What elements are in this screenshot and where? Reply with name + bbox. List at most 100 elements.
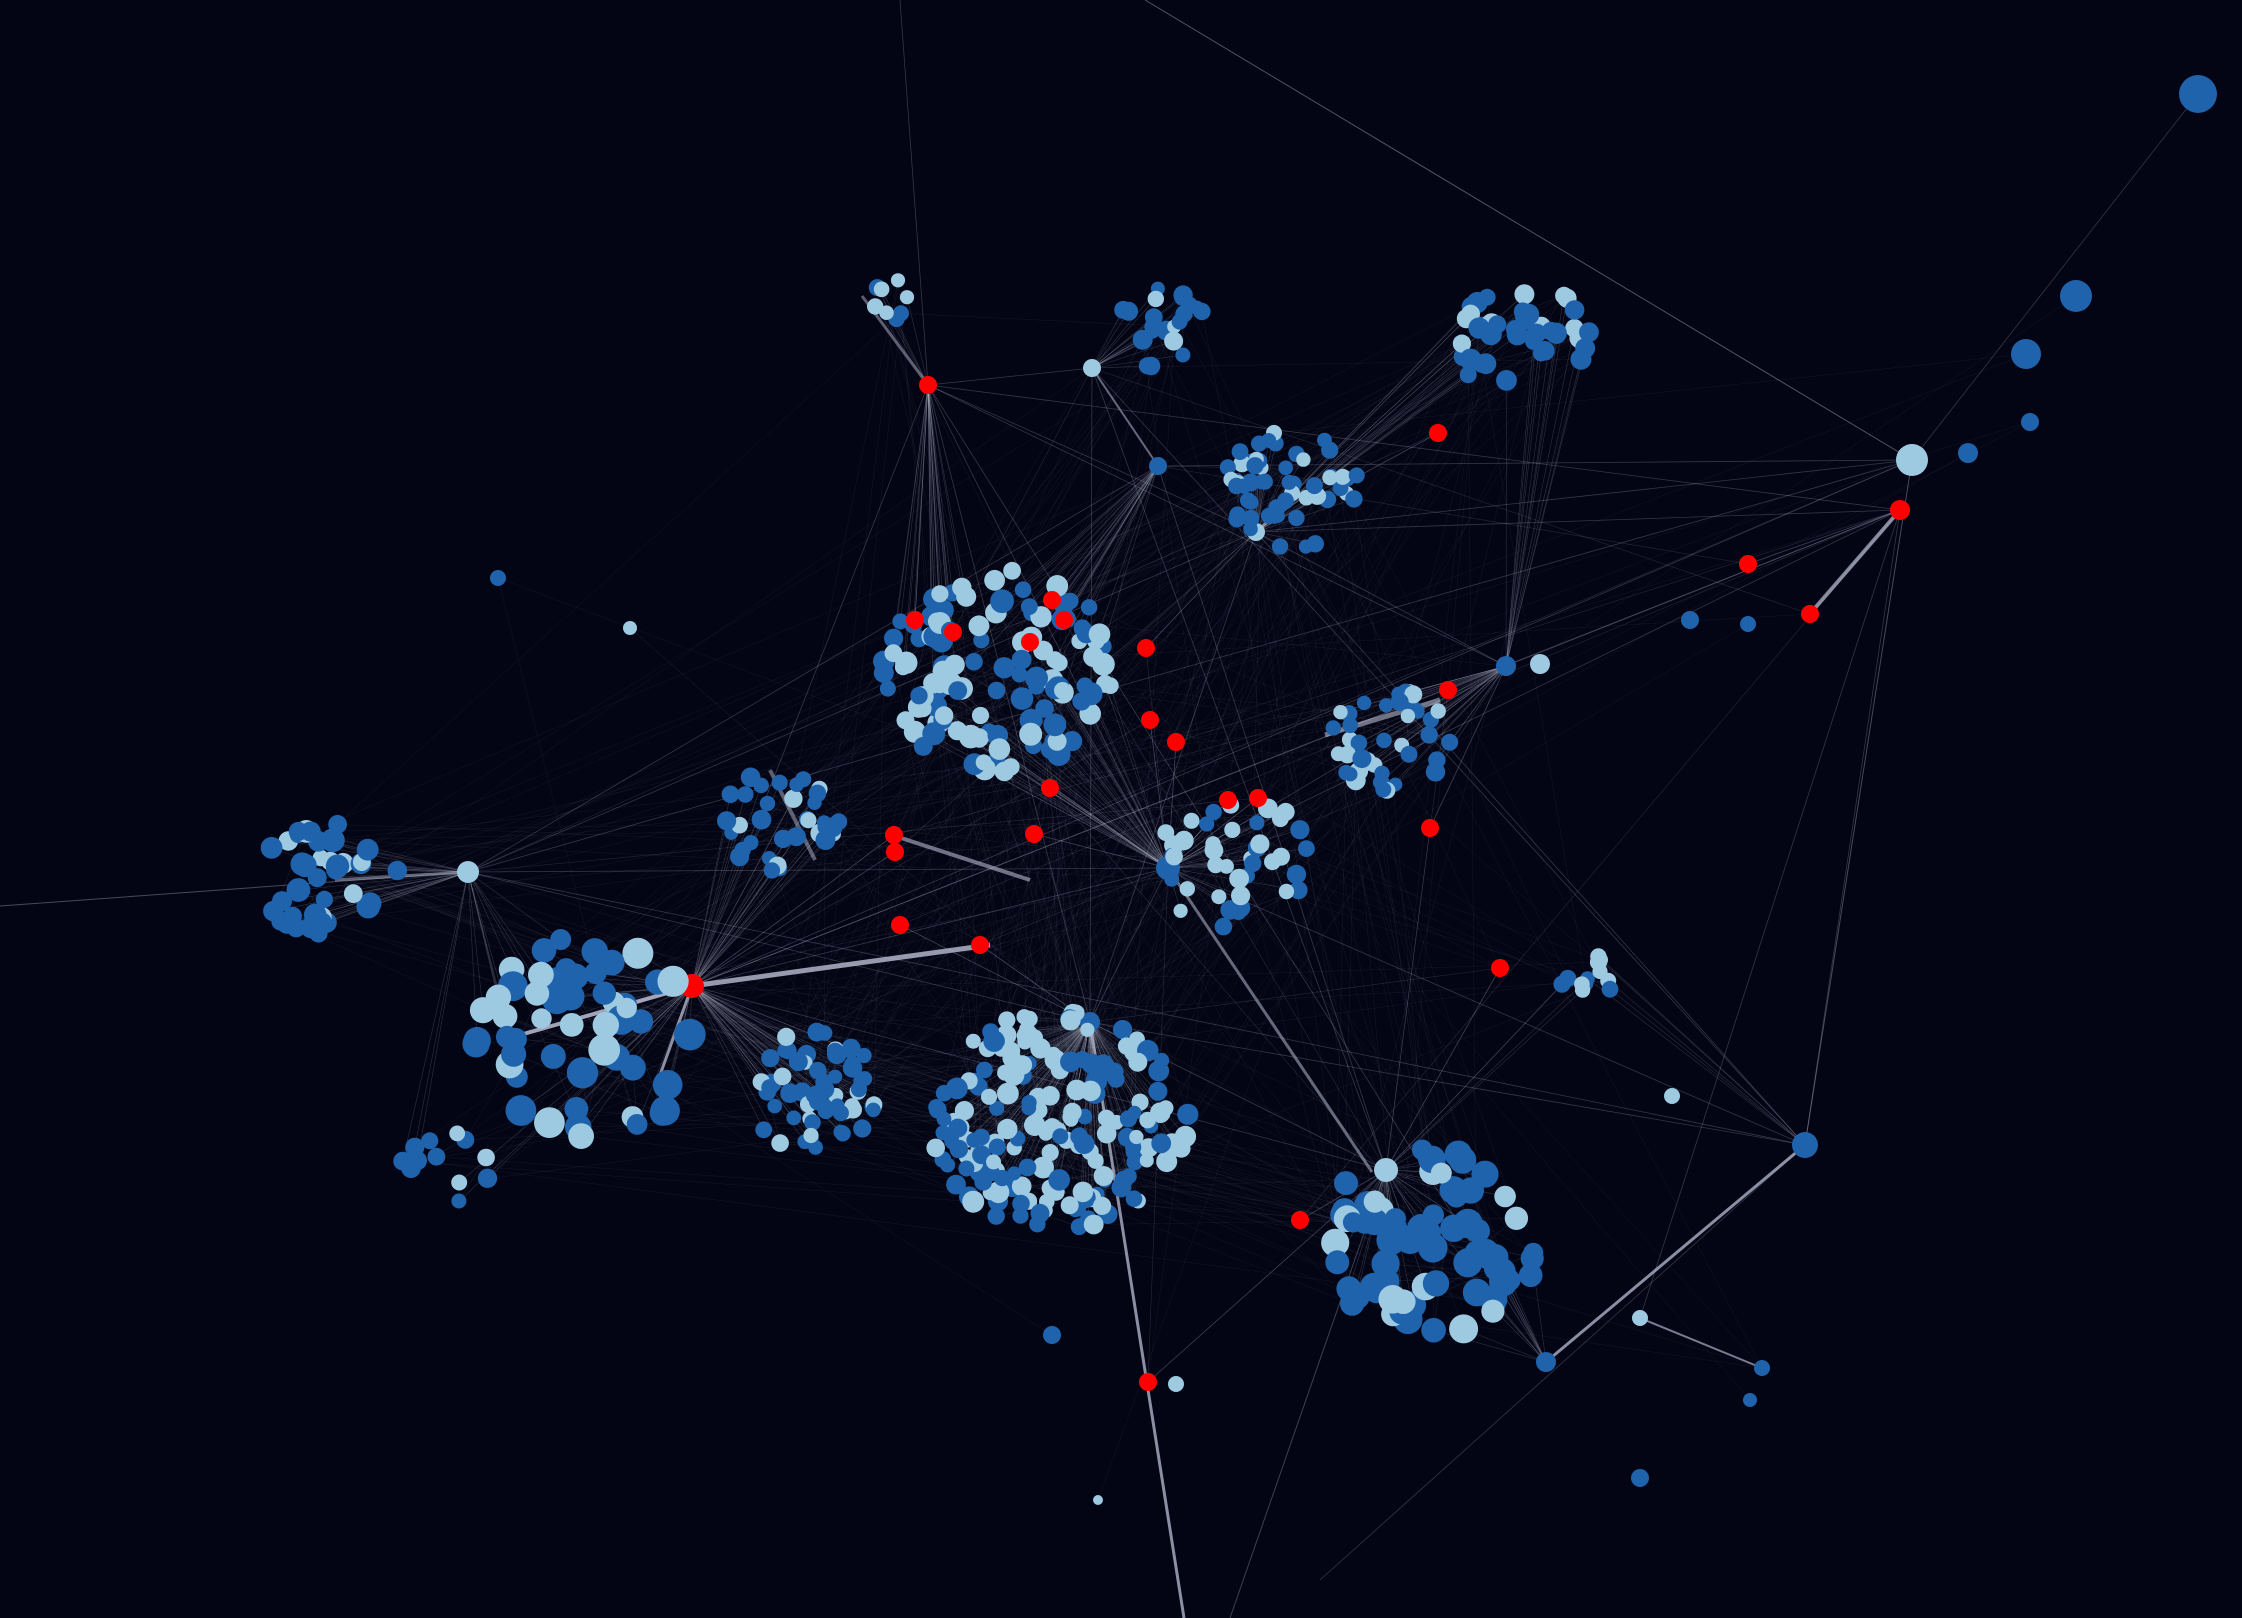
edge bbox=[894, 834, 1031, 882]
edge bbox=[353, 871, 469, 894]
dark-blue-node bbox=[972, 1145, 991, 1165]
light-blue-node bbox=[771, 1134, 789, 1152]
edge bbox=[923, 696, 1073, 742]
edge bbox=[1147, 443, 1276, 1383]
dark-blue-node bbox=[965, 653, 983, 671]
edge bbox=[974, 763, 1169, 869]
dark-blue-node bbox=[1175, 347, 1191, 363]
edge bbox=[1167, 811, 1286, 869]
dark-blue-node bbox=[1193, 302, 1211, 321]
edge bbox=[899, 509, 1901, 926]
dark-blue-node bbox=[1030, 1203, 1050, 1223]
edge bbox=[818, 313, 1185, 1102]
light-blue-node bbox=[1173, 903, 1188, 918]
dark-blue-node bbox=[1378, 698, 1394, 713]
edge bbox=[906, 297, 929, 386]
light-blue-node bbox=[1664, 1088, 1680, 1104]
edge bbox=[1337, 359, 1582, 1263]
edge bbox=[995, 294, 1184, 613]
dark-blue-node bbox=[387, 860, 408, 881]
edge bbox=[1091, 367, 1806, 1146]
light-blue-node bbox=[559, 1013, 584, 1037]
dark-blue-node bbox=[974, 1172, 993, 1191]
light-blue-node bbox=[1019, 722, 1043, 746]
light-blue-node bbox=[926, 1138, 945, 1158]
red-node bbox=[906, 611, 924, 629]
edge bbox=[1380, 782, 1457, 1197]
edge bbox=[999, 748, 1601, 961]
edge bbox=[459, 1107, 1029, 1183]
edge bbox=[817, 793, 1046, 1211]
edge bbox=[1167, 829, 1300, 869]
edge bbox=[1091, 354, 1183, 369]
light-blue-node bbox=[1147, 290, 1165, 308]
edge bbox=[913, 624, 1568, 979]
edge bbox=[1167, 867, 1241, 896]
dark-blue-node bbox=[1740, 616, 1756, 632]
edge bbox=[1044, 482, 1238, 709]
edge bbox=[1063, 465, 1159, 621]
edge bbox=[1057, 1021, 1091, 1131]
edge bbox=[436, 1156, 1366, 1222]
light-blue-node bbox=[1083, 359, 1101, 377]
edge bbox=[691, 779, 804, 987]
edge bbox=[1063, 465, 1159, 621]
edge bbox=[1049, 787, 1169, 869]
edge bbox=[980, 715, 1169, 869]
edge bbox=[1089, 1021, 1141, 1103]
light-blue-node bbox=[1096, 1123, 1117, 1144]
light-blue-node bbox=[1063, 1112, 1079, 1127]
edge bbox=[691, 858, 770, 987]
edge bbox=[1252, 334, 1492, 864]
red-node bbox=[944, 623, 962, 641]
dark-blue-node bbox=[1020, 598, 1038, 615]
light-blue-node bbox=[1334, 468, 1351, 485]
dark-blue-node bbox=[356, 838, 379, 861]
edge bbox=[1072, 306, 1473, 1014]
light-blue-node bbox=[1047, 731, 1067, 751]
dark-blue-node bbox=[834, 1125, 851, 1142]
light-blue-node bbox=[965, 1033, 981, 1049]
red-node bbox=[971, 936, 989, 954]
dark-blue-node bbox=[808, 1140, 823, 1155]
dark-blue-node bbox=[1219, 459, 1236, 476]
dark-blue-node bbox=[1421, 1317, 1446, 1343]
edge bbox=[981, 339, 1143, 641]
edge bbox=[1482, 337, 1581, 364]
dark-blue-node bbox=[1174, 288, 1192, 307]
dark-blue-node bbox=[1035, 699, 1054, 718]
dark-blue-node bbox=[427, 1147, 446, 1166]
edge bbox=[1175, 509, 1901, 743]
edge bbox=[789, 380, 1507, 1094]
dark-blue-node bbox=[1043, 713, 1067, 737]
edge bbox=[1091, 367, 1159, 467]
edge bbox=[1089, 1021, 1173, 1145]
edge bbox=[691, 942, 991, 989]
edge bbox=[574, 985, 693, 1110]
edge bbox=[1083, 329, 1516, 1144]
edge bbox=[691, 832, 732, 987]
dark-blue-node bbox=[1244, 854, 1262, 873]
light-blue-node bbox=[1174, 830, 1194, 851]
light-blue-node bbox=[1219, 859, 1234, 874]
edge bbox=[881, 289, 929, 386]
edge bbox=[1394, 328, 1480, 1309]
dark-blue-node bbox=[850, 1081, 868, 1098]
edge bbox=[952, 367, 1093, 633]
edge bbox=[664, 612, 1032, 1111]
edge bbox=[845, 485, 1245, 1113]
edge bbox=[1385, 705, 1437, 1284]
edge bbox=[784, 820, 1192, 1051]
edge bbox=[1173, 856, 1224, 927]
dark-blue-node bbox=[1243, 494, 1259, 510]
light-blue-node bbox=[1012, 1055, 1033, 1075]
edge bbox=[571, 514, 1238, 1026]
dark-blue-node bbox=[286, 918, 306, 938]
edge bbox=[1089, 1021, 1180, 1149]
dark-blue-node bbox=[1559, 969, 1577, 988]
dark-blue-node bbox=[1334, 1171, 1358, 1196]
light-blue-node bbox=[1224, 821, 1241, 839]
dark-blue-node bbox=[320, 828, 345, 853]
light-blue-node bbox=[1530, 654, 1550, 674]
dark-blue-node bbox=[740, 767, 761, 788]
